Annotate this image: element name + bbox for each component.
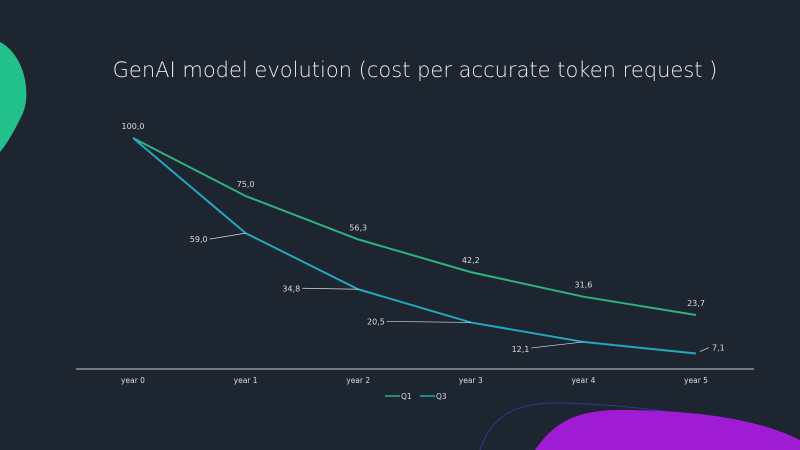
data-label: 75,0 xyxy=(237,180,255,189)
series-line-q1 xyxy=(132,137,697,317)
purple-blob xyxy=(535,410,800,450)
data-label: 34,8 xyxy=(282,284,300,293)
leader-line xyxy=(531,341,584,349)
x-tick-label: year 2 xyxy=(346,376,370,385)
x-tick-label: year 4 xyxy=(571,376,595,385)
leader-line xyxy=(209,232,246,240)
x-tick-label: year 5 xyxy=(684,376,708,385)
data-label: 23,7 xyxy=(687,299,705,308)
data-label: 59,0 xyxy=(190,235,208,244)
data-label: 20,5 xyxy=(367,317,385,326)
data-label: 56,3 xyxy=(349,223,367,232)
leader-line xyxy=(386,321,471,323)
x-tick-label: year 3 xyxy=(459,376,483,385)
data-label: 42,2 xyxy=(462,256,480,265)
x-tick-label: year 0 xyxy=(121,376,145,385)
data-label: 31,6 xyxy=(574,281,592,290)
series-line-q3 xyxy=(132,137,697,355)
data-label: 12,1 xyxy=(512,345,530,354)
leader-line xyxy=(699,347,710,352)
green-blob xyxy=(0,42,27,152)
legend-label-q1: Q1 xyxy=(401,392,412,401)
x-tick-label: year 1 xyxy=(234,376,258,385)
chart-title: GenAI model evolution (cost per accurate… xyxy=(112,58,718,82)
leader-line xyxy=(302,287,359,290)
data-label: 100,0 xyxy=(122,122,145,131)
legend-label-q3: Q3 xyxy=(436,392,447,401)
data-label: 7,1 xyxy=(712,344,725,353)
